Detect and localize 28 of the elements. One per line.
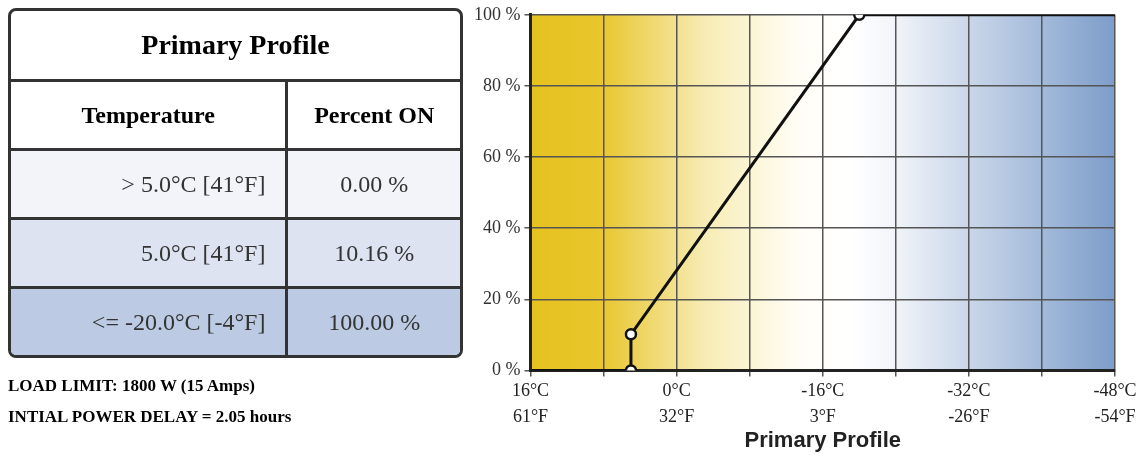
text: > 5.0°C [41°F] xyxy=(11,151,289,220)
text: Percent ON xyxy=(288,82,460,151)
x-tick-label: -16°C xyxy=(801,379,845,400)
x2-tick-label: -54°F xyxy=(1094,405,1136,426)
text: Primary Profile xyxy=(11,11,460,82)
x2-tick-label: 32°F xyxy=(659,405,695,426)
x2-tick-label: 61°F xyxy=(512,405,549,426)
y-tick-label: 60 % xyxy=(482,145,521,166)
y-tick-label: 100 % xyxy=(473,3,521,24)
y-tick-label: 40 % xyxy=(482,216,521,237)
x-tick-label: 0°C xyxy=(662,379,691,400)
text: 10.16 % xyxy=(288,220,460,289)
text: LOAD LIMIT: 1800 W (15 Amps) xyxy=(8,375,256,397)
y-tick-label: 0 % xyxy=(491,359,521,380)
x-tick-label: -48°C xyxy=(1093,379,1137,400)
text: <= -20.0°C [-4°F] xyxy=(11,289,289,355)
text: 100.00 % xyxy=(288,289,460,355)
x2-tick-label: -26°F xyxy=(948,405,990,426)
y-tick-label: 80 % xyxy=(482,74,521,95)
text: Temperature xyxy=(11,82,289,151)
x2-tick-label: 3°F xyxy=(809,405,836,426)
x-tick-label: 16°C xyxy=(511,379,550,400)
y-tick-label: 20 % xyxy=(482,288,521,309)
x-tick-label: -32°C xyxy=(947,379,991,400)
text: 0.00 % xyxy=(288,151,460,220)
text: 5.0°C [41°F] xyxy=(11,220,289,289)
text: INTIAL POWER DELAY = 2.05 hours xyxy=(8,406,293,428)
x-axis-title: Primary Profile xyxy=(744,426,901,452)
